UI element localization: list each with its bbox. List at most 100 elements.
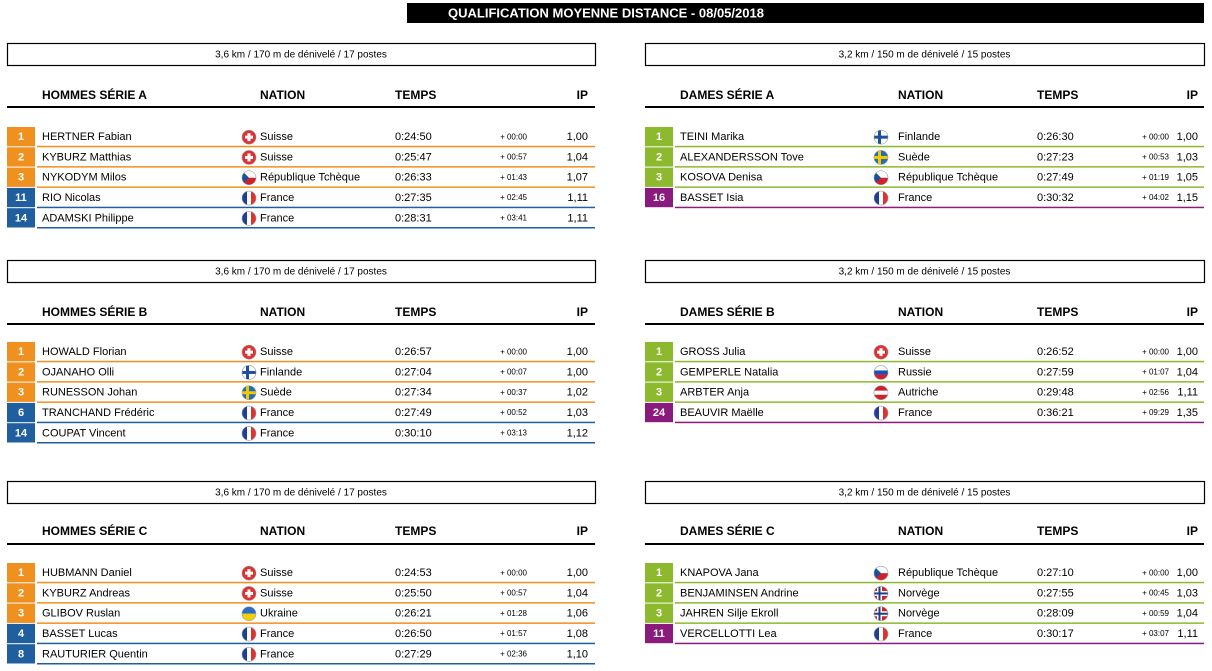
flag-ring (873, 344, 889, 360)
athlete-name: ALEXANDERSSON Tove (680, 151, 804, 163)
nation: Norvège (898, 608, 940, 620)
flag-body (874, 566, 888, 581)
rank-box (7, 208, 35, 228)
course-info: 3,2 km / 150 m de dénivelé / 15 postes (839, 267, 1011, 278)
rank: 11 (15, 192, 27, 204)
athlete-name: TEINI Marika (680, 131, 745, 143)
ip: 1,00 (567, 567, 588, 579)
flag-part (247, 191, 251, 206)
nation: République Tchèque (898, 172, 998, 184)
row-rule (37, 381, 595, 383)
flag-part (247, 211, 251, 226)
gap: + 01:57 (500, 629, 527, 638)
time: 0:36:21 (1037, 407, 1074, 419)
nation: France (260, 648, 294, 660)
ip-header: IP (1187, 305, 1198, 319)
flag-part (874, 627, 879, 642)
course-info: 3,6 km / 170 m de dénivelé / 17 postes (215, 488, 387, 499)
ip: 1,03 (1177, 587, 1198, 599)
flag-body (874, 385, 888, 400)
time-header: TEMPS (1037, 305, 1078, 319)
flag-part (874, 566, 888, 574)
flag-part (251, 191, 256, 206)
rank-box (645, 603, 673, 623)
ip: 1,00 (567, 346, 588, 358)
row-rule (675, 186, 1204, 188)
header-rule (7, 543, 595, 545)
rank-box (7, 402, 35, 423)
course-info: 3,6 km / 170 m de dénivelé / 17 postes (215, 267, 387, 278)
row-rule (37, 421, 595, 424)
ip: 1,03 (567, 407, 588, 419)
flag-body (874, 365, 888, 380)
flag-ring (873, 190, 889, 206)
nation-header: NATION (260, 305, 305, 319)
rank-box (7, 603, 35, 623)
ip: 1,04 (567, 151, 588, 163)
time: 0:25:47 (395, 151, 432, 163)
gap: + 02:36 (500, 649, 527, 658)
time: 0:27:04 (395, 366, 432, 378)
row-rule (675, 145, 1204, 148)
time-header: TEMPS (395, 88, 436, 102)
flag (873, 586, 889, 601)
athlete-name: OJANAHO Olli (42, 366, 114, 378)
nation: Russie (898, 366, 932, 378)
gap: + 03:07 (1142, 629, 1169, 638)
flag-part (874, 612, 888, 615)
series-heading: HOMMES SÉRIE A (42, 87, 147, 102)
flag-ring (241, 405, 257, 421)
info-box (6, 259, 597, 284)
row-rule (675, 421, 1204, 424)
ip: 1,08 (567, 628, 588, 640)
rank: 8 (18, 648, 24, 660)
flag-part (245, 155, 253, 159)
ip: 1,11 (567, 192, 588, 204)
flag-part (242, 613, 256, 621)
gap: + 00:07 (500, 368, 527, 377)
flag-part (874, 191, 879, 206)
athlete-name: HOWALD Florian (42, 346, 127, 358)
flag-ring (241, 170, 257, 186)
flag (873, 606, 889, 622)
gap: + 00:57 (500, 153, 527, 162)
gap: + 00:00 (500, 347, 527, 356)
ip-header: IP (1187, 524, 1198, 538)
flag (241, 365, 257, 380)
ip-header: IP (577, 305, 588, 319)
rank-box (7, 362, 35, 382)
ip: 1,35 (1177, 407, 1198, 419)
series-heading: HOMMES SÉRIE C (42, 523, 148, 538)
rank-box (645, 623, 673, 644)
row-rule (37, 360, 595, 363)
time: 0:26:50 (395, 628, 432, 640)
athlete-name: KYBURZ Matthias (42, 151, 132, 163)
series-heading: DAMES SÉRIE C (680, 523, 775, 538)
rank-box (645, 147, 673, 167)
time: 0:26:33 (395, 172, 432, 184)
rank-box (7, 342, 35, 362)
flag-part (874, 177, 888, 185)
flag-part (251, 627, 256, 642)
athlete-name: BEAUVIR Maëlle (680, 407, 764, 419)
ip: 1,04 (1177, 608, 1198, 620)
flag-body (874, 606, 888, 621)
flag-part (251, 647, 256, 662)
rank-box (645, 382, 673, 402)
flag (873, 385, 889, 401)
rank: 16 (653, 192, 665, 204)
nation: Suisse (898, 346, 931, 358)
flag (241, 129, 257, 145)
page-title: QUALIFICATION MOYENNE DISTANCE - 08/05/2… (448, 5, 764, 20)
row-rule (675, 602, 1204, 604)
flag-ring (873, 365, 889, 380)
flag (873, 365, 889, 380)
rank: 3 (656, 608, 662, 620)
flag-body (242, 647, 256, 662)
flag-ring (873, 565, 889, 581)
flag (241, 405, 257, 421)
ip: 1,00 (1177, 346, 1198, 358)
time: 0:30:10 (395, 427, 432, 439)
info-box (6, 42, 597, 67)
